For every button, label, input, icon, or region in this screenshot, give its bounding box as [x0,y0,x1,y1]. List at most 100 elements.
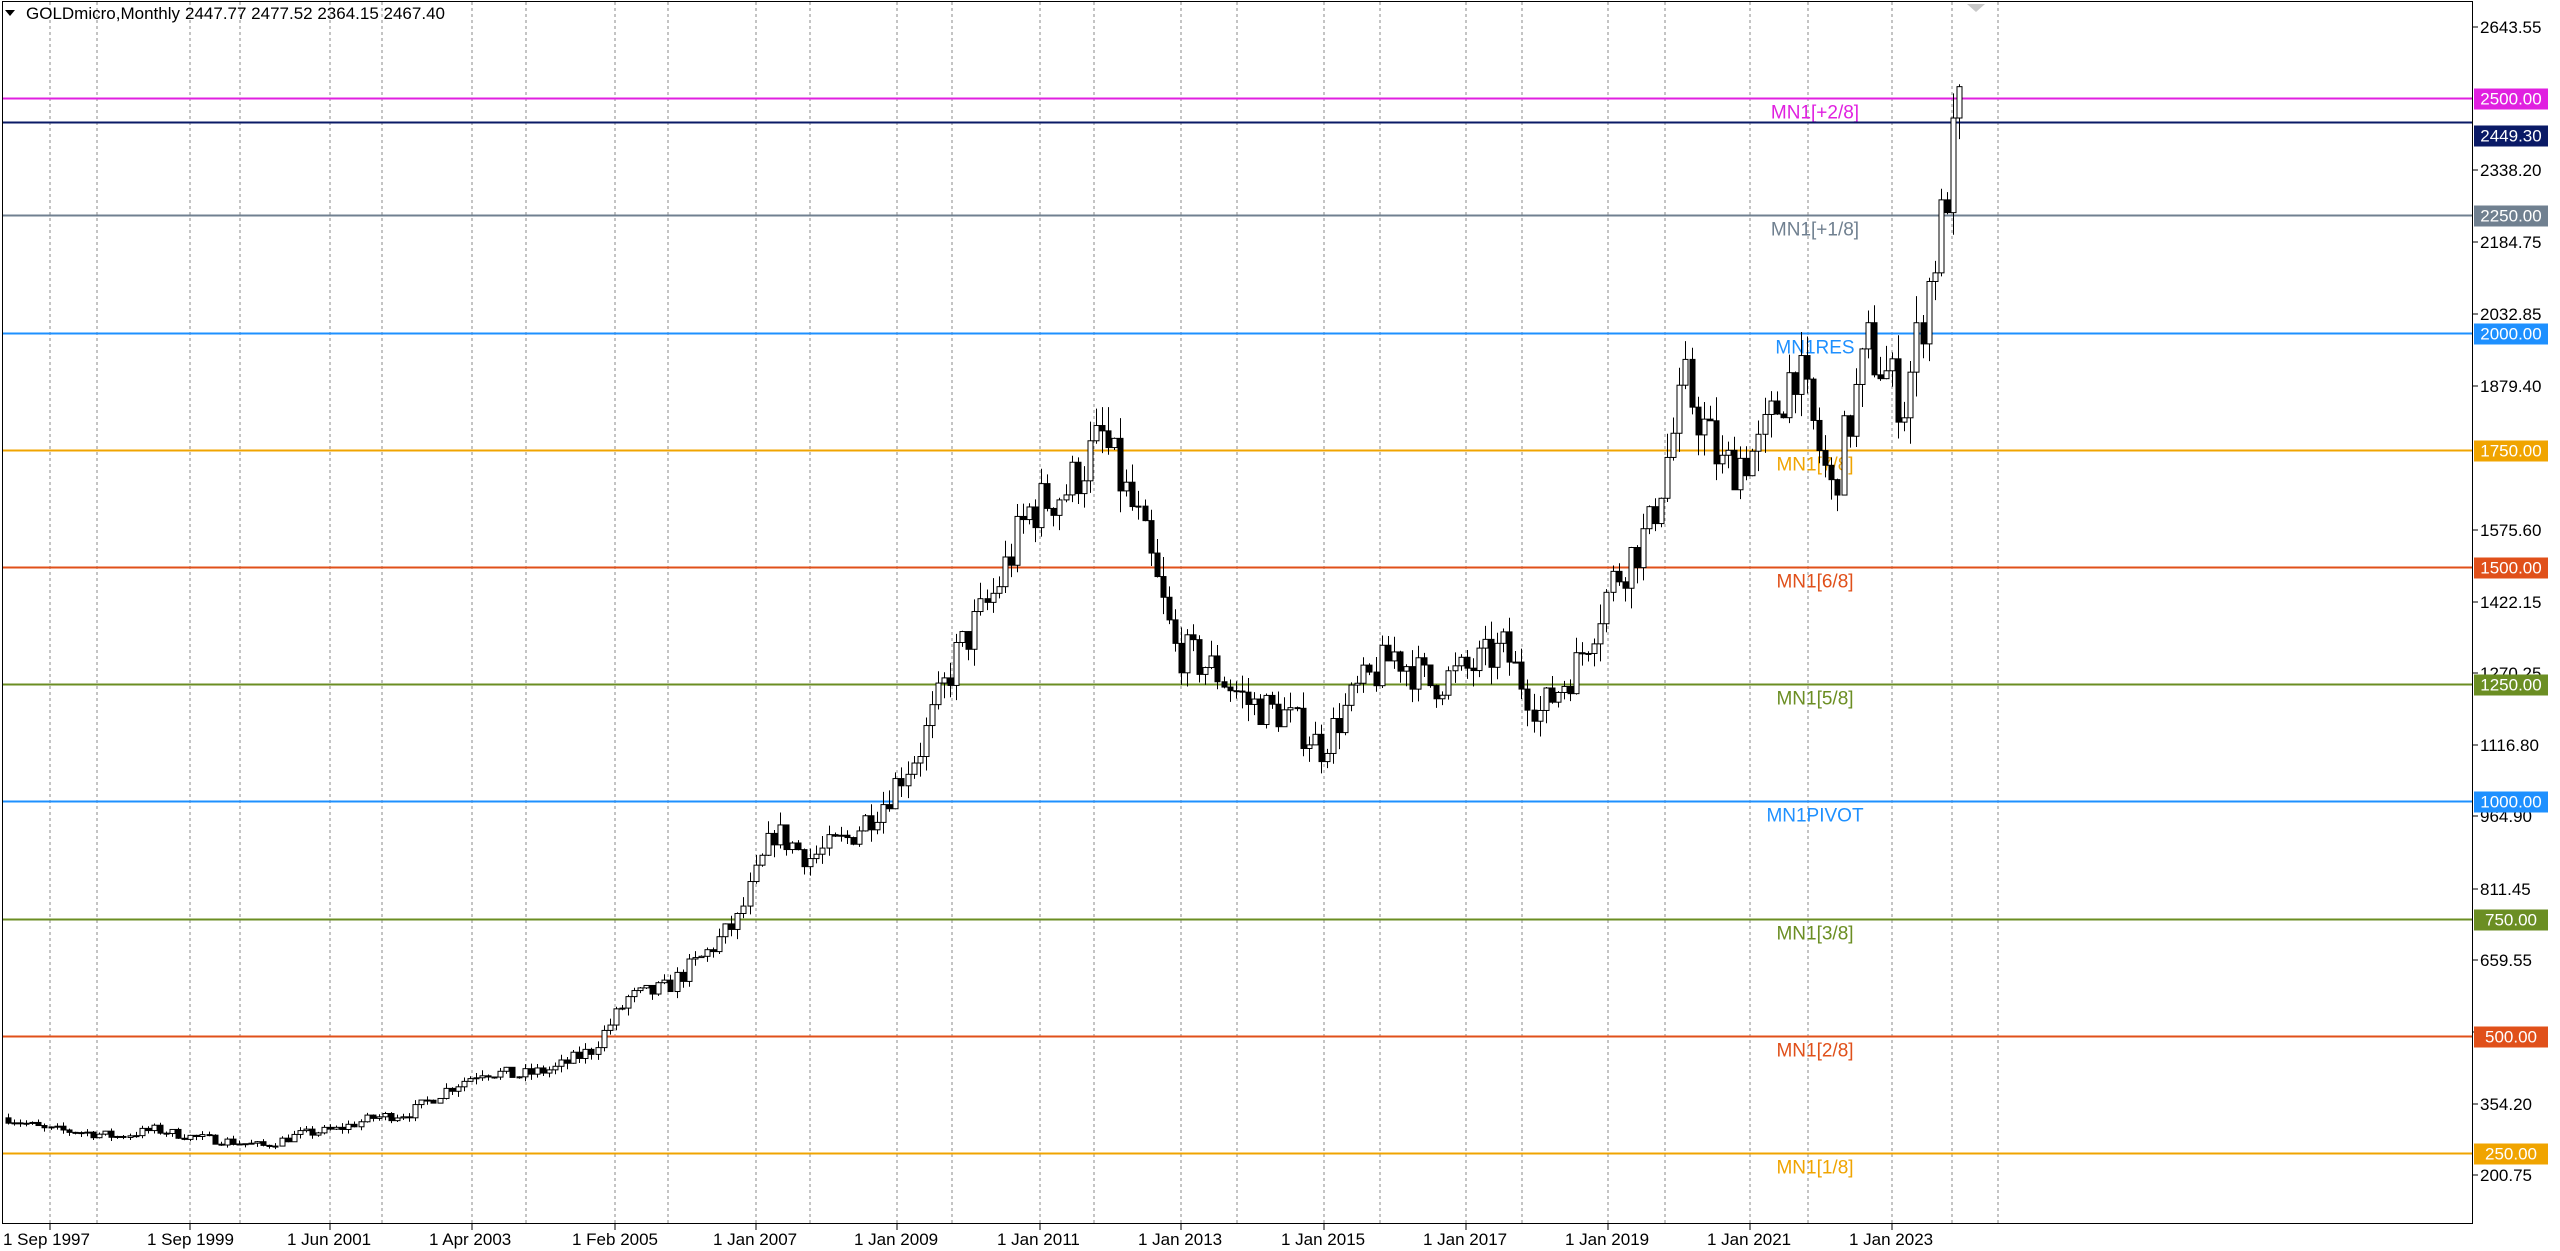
level-name: MN1[3/8] [1776,924,1853,945]
candle-body [1853,383,1860,437]
candle-body [1628,546,1635,589]
candle-body [1907,371,1914,419]
candle-body [1950,117,1957,214]
candle-body [449,1087,456,1092]
level-price-badge [2474,1026,2548,1048]
symbol-label: GOLDmicro,Monthly [26,4,180,23]
level-price-badge [2474,88,2548,110]
candle-body [418,1099,425,1106]
candle-body [1348,684,1355,706]
candle-body [169,1128,176,1135]
candle-body [1373,671,1380,687]
level-price-badge-text: 500.00 [2485,1028,2537,1047]
candle-body [224,1138,231,1146]
candle-body [844,834,851,839]
candle-body [1391,651,1398,662]
candle-body [1360,664,1367,684]
candle-body [412,1104,419,1119]
candle-body [747,881,754,907]
candle-body [1445,670,1452,696]
candle-body [1415,657,1422,690]
level-name: MN1[+1/8] [1771,220,1859,241]
candle-body [376,1116,383,1119]
candle-body [1190,634,1197,641]
candle-body [607,1024,614,1031]
candle-body [789,842,796,851]
candle-body [1251,698,1258,705]
candle-body [643,984,650,989]
candle-body [880,804,887,823]
candle-body [1707,418,1714,422]
candle-body [1555,691,1562,703]
candle-body [1713,420,1720,465]
candle-body [437,1097,444,1104]
candle-body [1312,733,1319,746]
candle-body [1269,694,1276,705]
candle-body [813,853,820,860]
candle-body [1828,464,1835,481]
time-axis-label: 1 Sep 1997 [3,1230,90,1249]
candle-body [485,1075,492,1078]
candle-body [406,1116,413,1119]
candle-body [230,1138,237,1145]
time-axis-label: 1 Jan 2015 [1281,1230,1365,1249]
candle-body [734,912,741,930]
level-price-badge [2474,205,2548,227]
candle-body [874,821,881,831]
candle-body [48,1126,55,1129]
level-price-badge [2474,1143,2548,1165]
candle-body [503,1066,510,1072]
candle-body [260,1141,267,1146]
level-price-badge [2474,323,2548,345]
candle-body [637,987,644,992]
level-name: MN1PIVOT [1766,806,1864,827]
candle-body [1069,461,1076,496]
candle-body [1676,384,1683,434]
candle-body [1117,437,1124,492]
candle-body [862,815,869,832]
candle-body [1300,707,1307,749]
shift-marker-icon[interactable] [1967,4,1985,12]
candle-body [1233,690,1240,693]
candle-body [1689,358,1696,408]
candle-body [1531,709,1538,722]
candle-body [1056,499,1063,516]
candle-body [23,1122,30,1125]
level-name: MN1[6/8] [1776,572,1853,593]
candle-body [1324,752,1331,763]
candle-body [1093,425,1100,442]
candle-body [1342,704,1349,734]
collapse-triangle-icon[interactable] [5,10,15,16]
candle-body [212,1134,219,1145]
candle-body [473,1077,480,1080]
candle-body [1245,691,1252,705]
candle-body [370,1114,377,1119]
candle-body [996,586,1003,594]
candle-body [1889,358,1896,372]
candle-body [1877,374,1884,380]
candle-body [1135,505,1142,508]
candle-body [1585,652,1592,655]
candle-body [254,1141,261,1144]
candle-body [1002,556,1009,588]
level-price-badge [2474,909,2548,931]
candle-body [1142,505,1149,522]
candle-body [856,830,863,845]
candle-body [826,834,833,849]
time-axis-label: 1 Jan 2017 [1423,1230,1507,1249]
candle-body [546,1069,553,1074]
candle-body [850,837,857,845]
candle-body [1026,506,1033,521]
candle-body [540,1067,547,1074]
candle-body [1099,425,1106,432]
candle-body [1932,272,1939,282]
time-axis-label: 1 Jan 2021 [1707,1230,1791,1249]
level-name: MN1[2/8] [1776,1041,1853,1062]
candle-body [1634,546,1641,569]
candle-body [1816,419,1823,452]
candle-body [667,979,674,993]
time-axis[interactable]: 1 Sep 1997 1 Sep 1999 1 Jun 2001 1 Apr 2003… [3,1223,1933,1249]
level-price-badge-text: 1750.00 [2480,442,2541,461]
candle-body [832,834,839,837]
